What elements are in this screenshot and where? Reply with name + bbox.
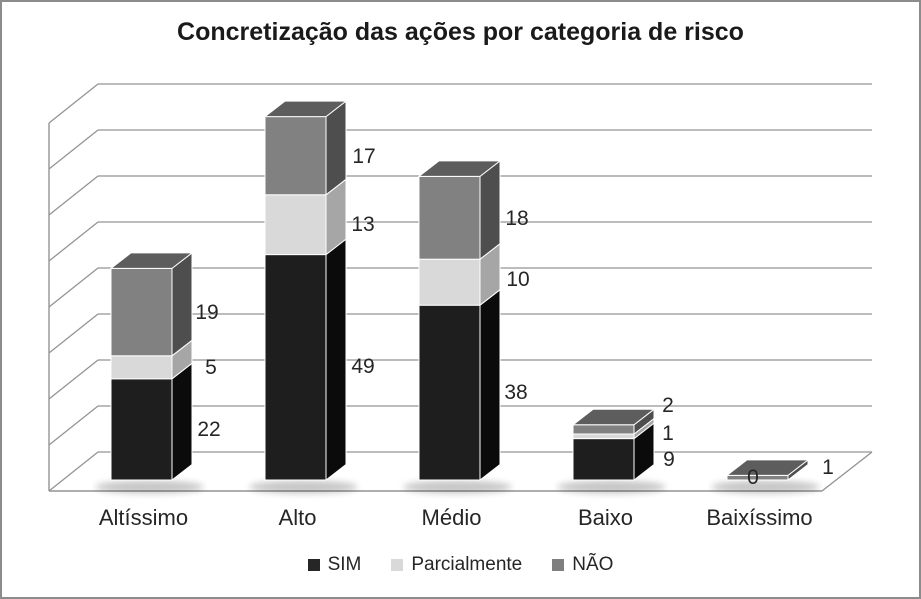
gridline-depth	[48, 83, 99, 124]
data-label: 0	[747, 466, 759, 489]
bar-segment-front	[264, 194, 327, 256]
gridline-depth	[48, 313, 99, 354]
chart-legend: SIM Parcialmente NÃO	[2, 550, 919, 580]
category-label: Baixo	[578, 505, 633, 530]
legend-item-sim: SIM	[307, 554, 362, 576]
legend-label-sim: SIM	[327, 554, 362, 575]
legend-swatch-parcialmente-icon	[391, 559, 404, 571]
bar-segment-top	[417, 160, 502, 177]
gridline-depth	[48, 175, 99, 216]
gridline-depth	[48, 405, 99, 446]
bar-segment-top	[263, 100, 348, 118]
data-label: 38	[504, 381, 527, 404]
legend-label-nao: NÃO	[572, 554, 614, 575]
gridline-depth	[48, 451, 99, 492]
bar-segment-front	[110, 267, 173, 357]
bar-segment-front	[110, 355, 173, 380]
category-label: Alto	[279, 505, 317, 530]
data-label: 22	[197, 418, 220, 441]
bar-segment-front	[264, 116, 327, 196]
bar-segment-side	[171, 251, 193, 357]
gridline-depth	[48, 359, 99, 400]
bar-shadow	[249, 480, 358, 494]
legend-swatch-sim-icon	[307, 559, 320, 571]
bar-segment-side	[325, 238, 347, 482]
bar-segment-side	[325, 100, 347, 196]
bar-segment-front	[418, 175, 481, 260]
bar-shadow	[557, 480, 666, 494]
bar-segment-top	[109, 252, 194, 269]
data-label: 2	[662, 394, 674, 417]
data-label: 18	[505, 207, 528, 230]
bar-shadow	[95, 480, 204, 494]
category-label: Médio	[422, 505, 482, 530]
data-label: 5	[205, 356, 217, 379]
bar-segment-front	[572, 438, 635, 481]
legend-item-nao: NÃO	[552, 554, 613, 576]
bar-segment-side	[479, 159, 501, 261]
legend-label-parcialmente: Parcialmente	[411, 554, 523, 575]
bar-segment-side	[171, 362, 193, 482]
chart-title: Concretização das ações por categoria de…	[177, 18, 744, 46]
category-label: Altíssimo	[99, 505, 188, 530]
bar-segment-front	[572, 424, 635, 435]
data-label: 1	[662, 422, 674, 445]
category-label: Baixíssimo	[706, 505, 812, 530]
data-label: 10	[506, 268, 529, 291]
data-label: 9	[663, 448, 675, 471]
bar-segment-top	[725, 459, 810, 476]
gridline-depth	[48, 129, 99, 170]
bar-segment-front	[572, 433, 635, 440]
data-label: 19	[195, 301, 218, 324]
bar-segment-front	[418, 304, 481, 481]
bar-segment-side	[479, 288, 501, 482]
data-label: 1	[822, 456, 834, 479]
gridline-depth	[48, 267, 99, 308]
legend-swatch-nao-icon	[552, 559, 565, 571]
bar-segment-front	[110, 378, 173, 481]
gridline-depth	[48, 221, 99, 262]
data-label: 17	[352, 145, 375, 168]
data-label: 13	[351, 213, 374, 236]
legend-item-parcialmente: Parcialmente	[391, 554, 522, 576]
bar-shadow	[711, 480, 820, 494]
bar-shadow	[403, 480, 512, 494]
data-label: 49	[351, 355, 374, 378]
floor-right-edge	[821, 451, 873, 492]
bar-segment-front	[264, 254, 327, 481]
bar-segment-top	[571, 408, 656, 426]
bar-segment-front	[418, 258, 481, 306]
